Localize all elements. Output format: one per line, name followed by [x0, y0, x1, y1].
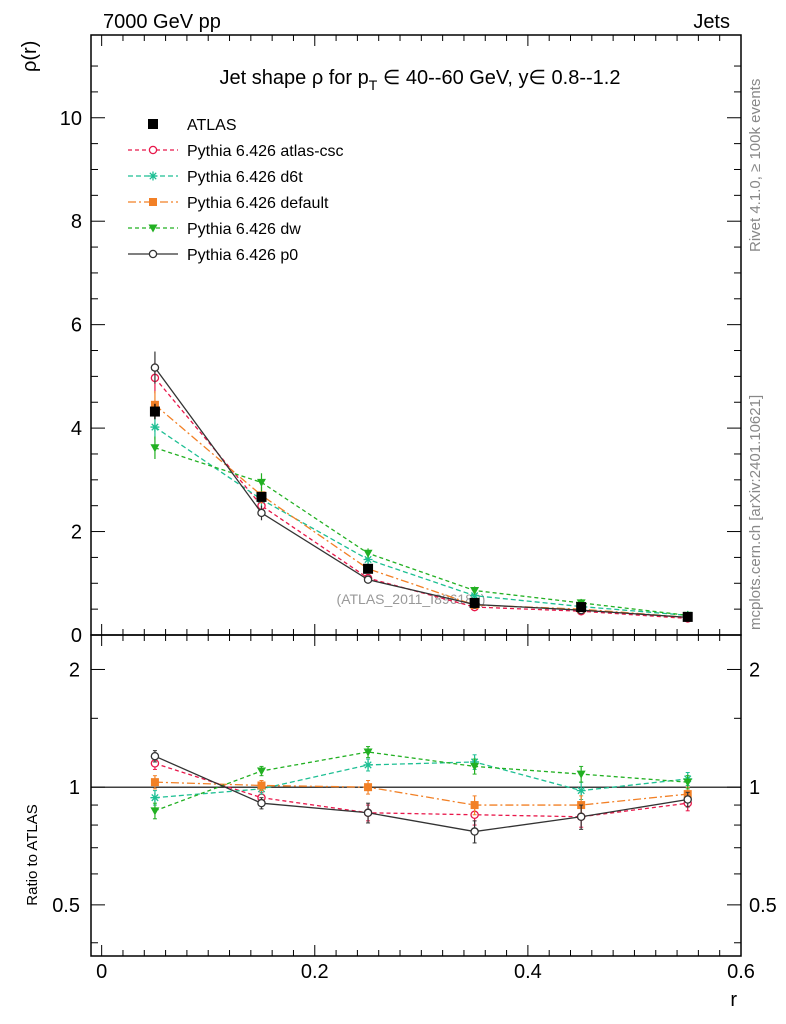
- chart-title-suffix: ∈ 40--60 GeV, y∈ 0.8--1.2: [377, 67, 620, 89]
- legend-marker-1: [148, 145, 158, 155]
- header-process-label: Jets: [693, 11, 730, 33]
- ratio-point-series-4: [470, 827, 479, 836]
- ratio-point-series-1: [576, 786, 586, 796]
- ratio-point-series-4: [150, 751, 160, 761]
- data-point: [576, 602, 587, 613]
- x-axis-label: r: [730, 989, 737, 1011]
- legend-marker-5: [148, 249, 158, 259]
- ratio-point-series-2: [257, 781, 266, 790]
- ratio-point-series-3: [683, 778, 693, 787]
- legend-label-2: Pythia 6.426 d6t: [187, 169, 303, 186]
- ratio-point-series-4: [257, 798, 266, 808]
- ratio-point-series-3: [470, 762, 480, 771]
- ratio-point-series-2: [150, 778, 159, 787]
- ratio-plot-frame: [90, 634, 742, 957]
- main-line-series-2: [154, 404, 688, 619]
- legend-label-5: Pythia 6.426 p0: [187, 247, 298, 264]
- y-axis-label: ρ(r): [19, 41, 41, 72]
- ratio-point-series-3: [256, 767, 266, 776]
- ratio-point-series-3: [363, 748, 373, 757]
- main-point-series-4: [150, 363, 160, 372]
- main-point-series-1: [150, 422, 160, 432]
- main-line-series-0: [154, 377, 688, 620]
- data-point: [256, 491, 267, 502]
- ratio-tick-label-right: 2: [749, 659, 760, 681]
- main-line-series-3: [154, 447, 688, 616]
- analysis-watermark: (ATLAS_2011_I896182): [337, 591, 486, 607]
- ratio-tick-label-right: 0.5: [749, 895, 777, 917]
- main-point-series-1: [363, 554, 373, 564]
- legend-label-1: Pythia 6.426 atlas-csc: [187, 143, 344, 160]
- ratio-axis-label: Ratio to ATLAS: [24, 804, 41, 905]
- y-tick-label: 2: [71, 522, 82, 544]
- main-point-series-3: [470, 587, 480, 596]
- ratio-tick-label-left: 0.5: [52, 895, 80, 917]
- ratio-point-series-4: [576, 812, 586, 822]
- data-point: [149, 406, 160, 417]
- ratio-point-series-2: [364, 783, 373, 792]
- y-tick-label: 4: [71, 418, 82, 440]
- ratio-line-series-0: [154, 762, 688, 818]
- main-point-series-3: [256, 478, 266, 487]
- legend-label-3: Pythia 6.426 default: [187, 195, 329, 212]
- chart-title: Jet shape ρ for pT ∈ 40--60 GeV, y∈ 0.8-…: [220, 67, 621, 93]
- main-point-series-4: [257, 508, 266, 518]
- x-tick-label: 0.2: [301, 961, 329, 983]
- ratio-point-series-4: [683, 795, 692, 804]
- legend-marker-3: [149, 198, 157, 206]
- data-point: [363, 563, 374, 574]
- ratio-line-series-3: [154, 751, 688, 812]
- ratio-line-series-4: [154, 755, 688, 833]
- main-line-series-4: [154, 367, 688, 619]
- x-tick-label: 0.4: [514, 961, 542, 983]
- ratio-line-series-2: [154, 781, 688, 806]
- main-line-series-1: [154, 426, 688, 616]
- ratio-point-series-1: [363, 760, 373, 770]
- main-point-series-3: [363, 549, 373, 558]
- ratio-point-series-3: [576, 770, 586, 779]
- ratio-point-series-4: [363, 808, 373, 818]
- legend-label-0: ATLAS: [187, 117, 237, 134]
- main-point-series-3: [150, 444, 160, 453]
- ratio-tick-label-left: 2: [69, 659, 80, 681]
- main-point-series-1: [470, 591, 480, 601]
- y-tick-label: 10: [60, 108, 82, 130]
- x-tick-label: 0: [96, 961, 107, 983]
- legend-marker-0: [148, 119, 158, 129]
- ratio-point-series-3: [150, 807, 160, 816]
- ratio-point-series-1: [150, 793, 160, 803]
- legend-label-4: Pythia 6.426 dw: [187, 221, 301, 238]
- legend-marker-4: [148, 224, 158, 233]
- ratio-tick-label-left: 1: [69, 777, 80, 799]
- x-tick-label: 0.6: [727, 961, 755, 983]
- header-energy-label: 7000 GeV pp: [103, 11, 221, 33]
- y-tick-label: 0: [71, 625, 82, 647]
- rivet-version-label: Rivet 4.1.0, ≥ 100k events: [747, 79, 764, 252]
- ratio-tick-label-right: 1: [749, 777, 760, 799]
- ratio-line-series-1: [154, 761, 688, 799]
- data-point: [469, 597, 480, 608]
- mcplots-label: mcplots.cern.ch [arXiv:2401.10621]: [747, 395, 764, 630]
- legend-marker-2: [148, 171, 158, 181]
- y-tick-label: 6: [71, 315, 82, 337]
- data-point: [682, 611, 693, 622]
- ratio-point-series-2: [470, 801, 479, 810]
- y-tick-label: 8: [71, 211, 82, 233]
- main-point-series-4: [363, 575, 373, 584]
- chart-title-prefix: Jet shape ρ for p: [220, 67, 369, 89]
- chart-title-sub: T: [369, 77, 378, 93]
